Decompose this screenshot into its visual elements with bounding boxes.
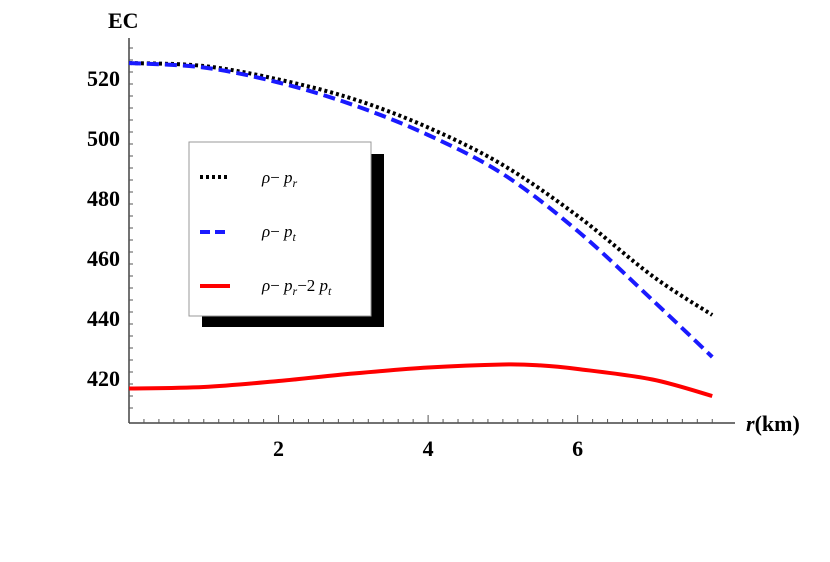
series-rho-minus-pr-minus-2pt bbox=[128, 362, 713, 398]
x-ticks: 2 4 6 bbox=[143, 415, 713, 461]
y-tick-label: 480 bbox=[87, 186, 120, 211]
x-axis-title: r(km) bbox=[746, 411, 800, 436]
legend-label-rho-minus-pt: ρ− pt bbox=[261, 222, 297, 244]
y-axis-title: EC bbox=[108, 8, 139, 33]
y-tick-label: 440 bbox=[87, 306, 120, 331]
axes: 2 4 6 420 440 460 480 500 520 bbox=[87, 38, 735, 461]
y-ticks: 420 440 460 480 500 520 bbox=[87, 47, 133, 409]
y-tick-label: 500 bbox=[87, 126, 120, 151]
series-rho-minus-pt bbox=[128, 61, 714, 359]
legend: ρ− pr ρ− pt ρ− pr−2 pt bbox=[188, 141, 384, 327]
x-tick-label: 6 bbox=[572, 436, 583, 461]
y-tick-label: 520 bbox=[87, 66, 120, 91]
y-tick-label: 460 bbox=[87, 246, 120, 271]
series-rho-minus-pr bbox=[128, 61, 714, 317]
legend-label-rho-minus-pr: ρ− pr bbox=[261, 168, 298, 190]
x-tick-label: 2 bbox=[273, 436, 284, 461]
x-axis-unit: (km) bbox=[755, 411, 800, 436]
y-tick-label: 420 bbox=[87, 366, 120, 391]
legend-label-rho-minus-pr-minus-2pt: ρ− pr−2 pt bbox=[261, 276, 332, 298]
x-tick-label: 4 bbox=[423, 436, 434, 461]
series-layer bbox=[128, 61, 714, 398]
x-axis-variable: r bbox=[746, 411, 755, 436]
